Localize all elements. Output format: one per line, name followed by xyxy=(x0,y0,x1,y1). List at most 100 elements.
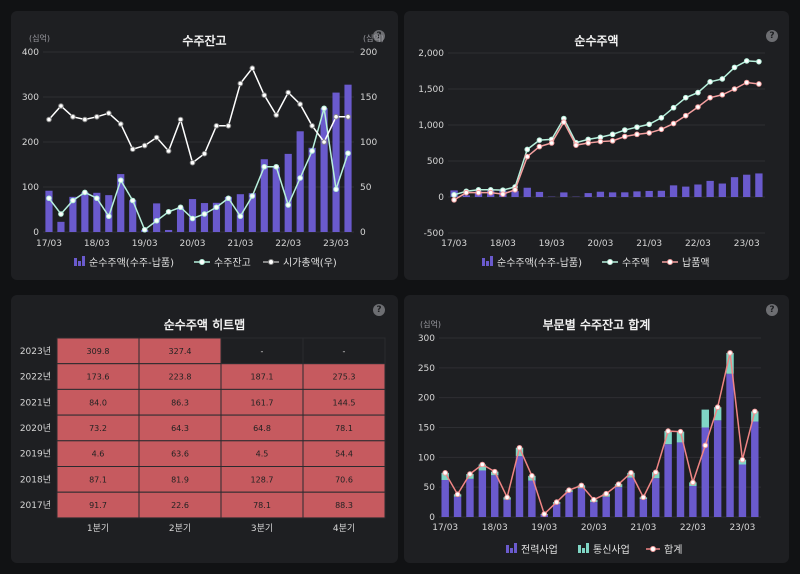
help-icon[interactable]: ? xyxy=(766,304,778,316)
legend-label: 수주잔고 xyxy=(214,257,251,269)
bar-power xyxy=(503,499,511,517)
line-point xyxy=(201,211,208,217)
line-point xyxy=(153,134,160,141)
chart-segment-backlog: 0 50 100 150 200 250 300 (십억) 17/03 18/03 19/03 20/… xyxy=(418,319,761,556)
heatmap-cell-value: 70.6 xyxy=(335,475,353,484)
bar-telecom xyxy=(515,447,524,457)
line-point xyxy=(94,114,100,120)
line-series-total xyxy=(444,352,756,516)
bar xyxy=(344,84,352,232)
y-tick-label: 300 xyxy=(418,334,435,344)
help-icon[interactable]: ? xyxy=(766,30,778,42)
y-tick-label-left: 300 xyxy=(22,93,39,103)
y-tick-label-right: 50 xyxy=(360,183,372,193)
line-point xyxy=(189,215,196,222)
help-icon[interactable]: ? xyxy=(373,30,385,42)
line-point xyxy=(117,121,124,127)
heatmap-cell-value: 86.3 xyxy=(171,398,189,407)
line-point xyxy=(597,138,604,145)
y-tick-label: 0 xyxy=(429,513,435,523)
line-point xyxy=(141,142,148,149)
line-point xyxy=(658,126,665,133)
col-label: 4분기 xyxy=(333,523,355,534)
help-icon[interactable]: ? xyxy=(373,304,385,316)
row-label: 2017년 xyxy=(20,500,51,511)
line-point xyxy=(261,163,268,170)
line-point xyxy=(727,350,733,356)
heatmap-cell-value: 64.3 xyxy=(171,424,189,433)
line-point xyxy=(249,65,256,72)
line-point xyxy=(165,148,172,154)
heatmap-cell xyxy=(302,337,386,365)
legend-swatch-bar xyxy=(78,261,81,266)
line-point xyxy=(261,92,268,98)
x-tick-label: 22/03 xyxy=(680,523,706,533)
line-point xyxy=(46,116,52,123)
heatmap-cell xyxy=(56,388,140,416)
line-point xyxy=(213,123,220,129)
line-point xyxy=(695,104,701,110)
bar-telecom xyxy=(664,431,672,445)
y-tick-label: 50 xyxy=(424,483,436,493)
line-point xyxy=(719,76,726,82)
line-point xyxy=(628,470,634,476)
line-point xyxy=(70,197,76,204)
line-point xyxy=(553,499,560,505)
y-tick-label: 2,000 xyxy=(418,49,444,59)
line-point xyxy=(94,195,100,202)
bar-telecom xyxy=(713,407,722,421)
line-point xyxy=(609,138,616,144)
x-tick-label: 21/03 xyxy=(636,239,662,249)
x-tick-label: 20/03 xyxy=(180,239,206,249)
line-point xyxy=(743,58,750,64)
row-label: 2019년 xyxy=(20,449,51,460)
line-point xyxy=(454,491,461,498)
bar-power xyxy=(713,420,722,517)
legend-label: 납품액 xyxy=(682,257,710,269)
legend-swatch-bar xyxy=(510,548,513,553)
bar xyxy=(462,195,470,197)
bar-power xyxy=(577,488,586,517)
y-tick-label-left: 200 xyxy=(22,138,39,148)
y-tick-label: 250 xyxy=(418,364,435,374)
bar xyxy=(260,159,268,232)
x-tick-label: 19/03 xyxy=(531,523,557,533)
line-point xyxy=(105,110,112,116)
bar xyxy=(93,192,101,232)
line-point xyxy=(646,121,652,128)
y-tick-label: 150 xyxy=(418,424,435,434)
line-point xyxy=(129,146,136,152)
heatmap-cell xyxy=(220,491,304,519)
line-point xyxy=(752,408,758,415)
bar-power xyxy=(466,478,474,517)
panel-title: 수주잔고 xyxy=(182,34,227,48)
legend-swatch-bar xyxy=(74,258,77,266)
bar xyxy=(69,196,77,232)
line-point xyxy=(640,494,647,501)
line-point xyxy=(591,496,597,503)
y-tick-label: 0 xyxy=(438,193,444,203)
line-point xyxy=(467,471,473,477)
line-point xyxy=(321,139,327,145)
col-label: 3분기 xyxy=(251,523,273,534)
legend-swatch-bar xyxy=(82,256,85,266)
x-tick-label: 18/03 xyxy=(482,523,508,533)
bar-power xyxy=(491,475,499,517)
bar xyxy=(694,184,702,197)
heatmap-cell-value: 54.4 xyxy=(335,450,353,459)
line-point xyxy=(731,64,738,71)
legend-swatch-bar xyxy=(578,545,581,553)
heatmap-cell-value: 78.1 xyxy=(335,424,353,433)
legend-label: 합계 xyxy=(664,544,682,556)
heatmap-cell-value: 128.7 xyxy=(251,475,274,484)
x-tick-label: 22/03 xyxy=(685,239,711,249)
bar xyxy=(117,174,125,232)
legend-label: 전력사업 xyxy=(521,543,558,556)
line-point xyxy=(321,105,327,112)
panel-net-orders-heatmap: 순수주액 히트맵 ? 2023년 309.8 327.4 - - 2022년 173.6 22… xyxy=(11,295,398,563)
x-tick-label: 19/03 xyxy=(539,239,565,249)
bar-power xyxy=(565,491,573,517)
bar-power xyxy=(652,478,660,517)
line-point xyxy=(201,150,208,157)
heatmap-cell-value: 223.8 xyxy=(169,373,192,382)
